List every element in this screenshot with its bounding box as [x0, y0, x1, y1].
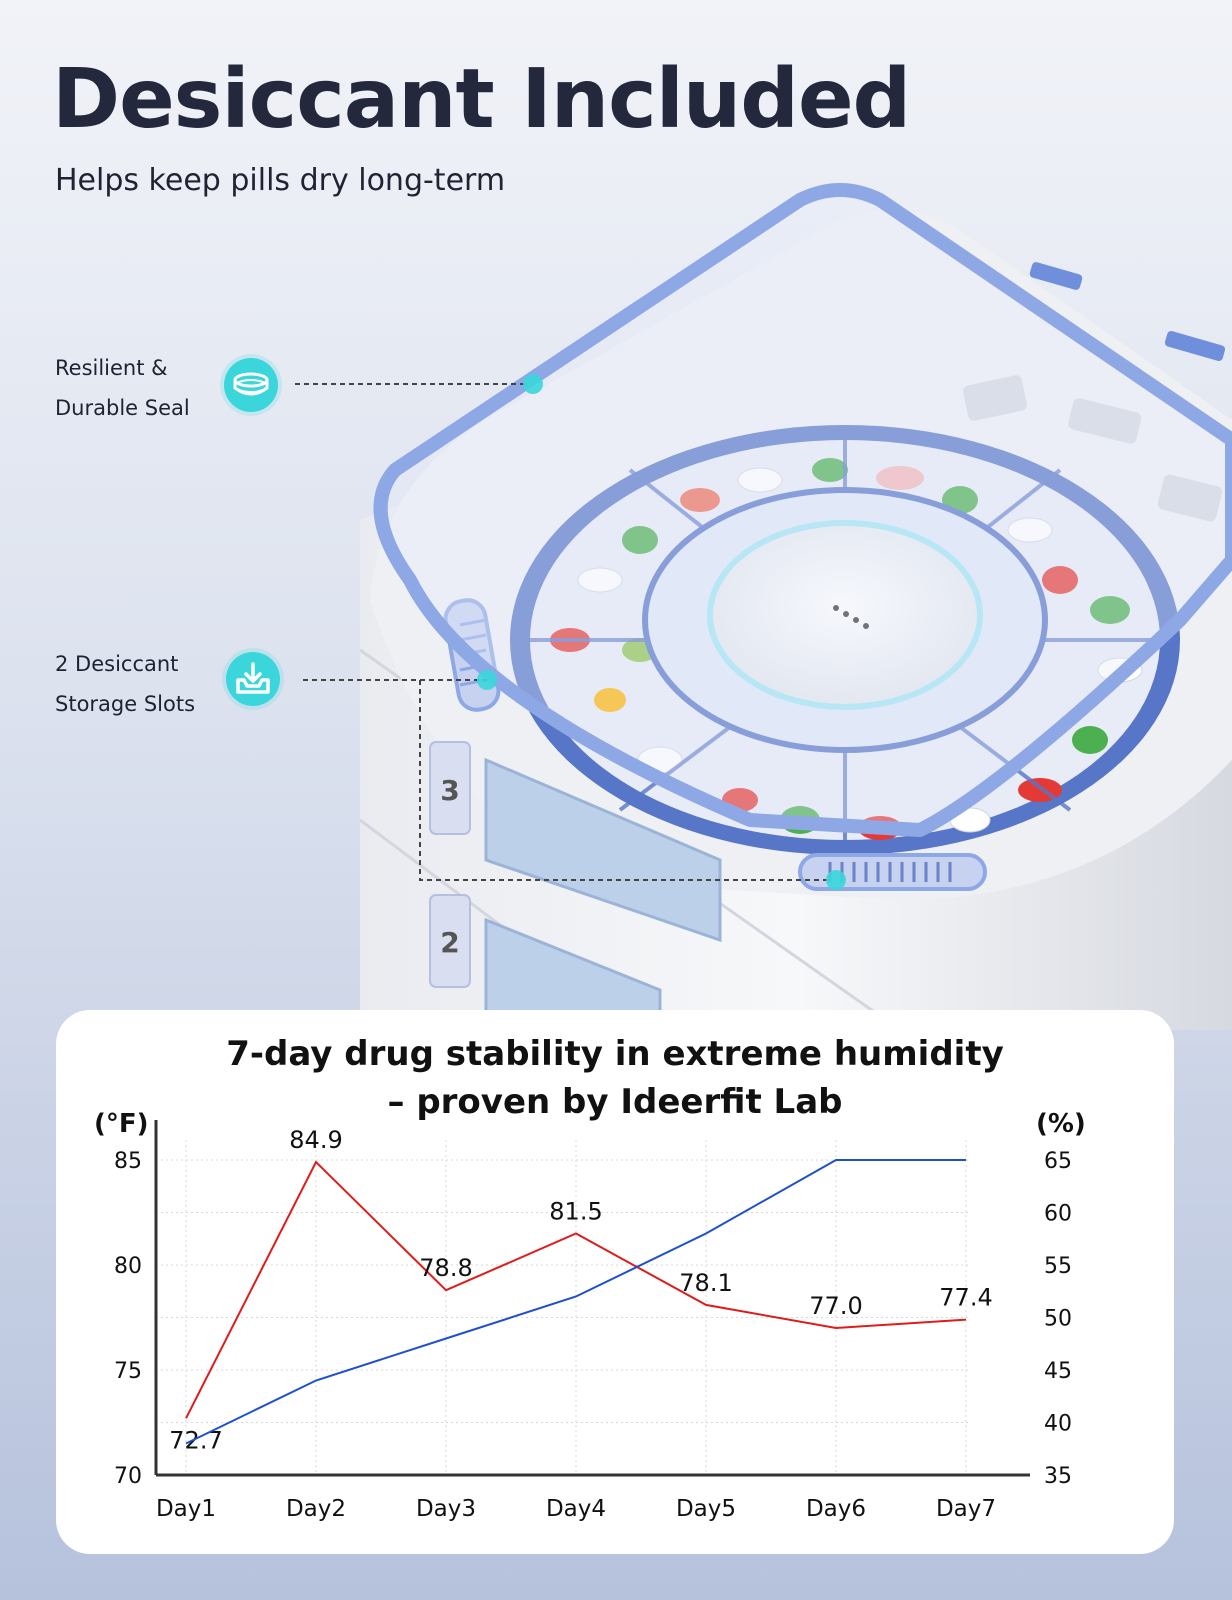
drawer-3[interactable]: 3 — [429, 741, 722, 943]
stability-line-chart: (°F) (%) 70 75 80 85 35 40 45 50 55 60 65 Day1 Day2 Day… — [94, 1109, 1086, 1522]
page-title: Desiccant Included — [52, 52, 911, 147]
lid-seal-rim — [373, 183, 1232, 837]
callout-seal-line1: Resilient & — [55, 356, 168, 380]
page-subtitle: Helps keep pills dry long-term — [55, 163, 506, 198]
y-right-tick-label: 55 — [1044, 1254, 1072, 1279]
x-tick-label: Day7 — [936, 1496, 996, 1522]
temperature-data-label: 78.8 — [419, 1254, 472, 1282]
drawer-2[interactable]: 2 — [429, 894, 662, 1030]
y-axis-right-label: (%) — [1036, 1109, 1086, 1139]
pill-dispenser-illustration: 3 2 — [295, 183, 1232, 1030]
y-left-tick-label: 85 — [114, 1149, 142, 1174]
tray-download-icon — [226, 652, 280, 706]
callout-desiccant-line2: Storage Slots — [55, 692, 196, 716]
drawer-2-number: 2 — [440, 926, 459, 959]
temperature-series-line — [185, 1160, 967, 1419]
temperature-data-label: 84.9 — [289, 1126, 342, 1154]
y-right-tick-label: 45 — [1044, 1359, 1072, 1384]
seal-ring-icon — [224, 358, 278, 412]
x-tick-label: Day6 — [806, 1496, 866, 1522]
temperature-data-label: 77.4 — [939, 1284, 992, 1312]
chart-title-line1: 7-day drug stability in extreme humidity — [226, 1034, 1004, 1074]
x-tick-label: Day3 — [416, 1496, 476, 1522]
y-right-tick-label: 65 — [1044, 1149, 1072, 1174]
y-axis-left-label: (°F) — [94, 1109, 149, 1139]
chart-title: 7-day drug stability in extreme humidity… — [56, 1030, 1174, 1126]
stability-chart-card: 7-day drug stability in extreme humidity… — [56, 1010, 1174, 1554]
y-right-tick-label: 35 — [1044, 1464, 1072, 1489]
x-tick-label: Day4 — [546, 1496, 606, 1522]
drawer-3-number: 3 — [440, 774, 459, 807]
x-tick-label: Day2 — [286, 1496, 346, 1522]
desiccant-slot-bottom — [798, 853, 987, 891]
pill-wheel — [510, 425, 1180, 855]
temperature-data-label: 81.5 — [549, 1198, 602, 1226]
x-tick-label: Day5 — [676, 1496, 736, 1522]
y-left-tick-label: 80 — [114, 1254, 142, 1279]
temperature-data-label: 78.1 — [679, 1269, 732, 1297]
callout-desiccant-line1: 2 Desiccant — [55, 652, 179, 676]
x-tick-label: Day1 — [156, 1496, 216, 1522]
y-left-tick-label: 75 — [114, 1359, 142, 1384]
chart-title-line2: – proven by Ideerfit Lab — [387, 1082, 843, 1122]
humidity-series-line — [185, 1159, 966, 1445]
y-right-tick-label: 50 — [1044, 1307, 1072, 1332]
callout-seal: Resilient & Durable Seal — [55, 348, 190, 428]
temperature-data-label: 77.0 — [809, 1292, 862, 1320]
y-right-tick-label: 60 — [1044, 1202, 1072, 1227]
y-right-tick-label: 40 — [1044, 1412, 1072, 1437]
callout-seal-line2: Durable Seal — [55, 396, 190, 420]
y-left-tick-label: 70 — [114, 1464, 142, 1489]
callout-desiccant: 2 Desiccant Storage Slots — [55, 644, 195, 724]
